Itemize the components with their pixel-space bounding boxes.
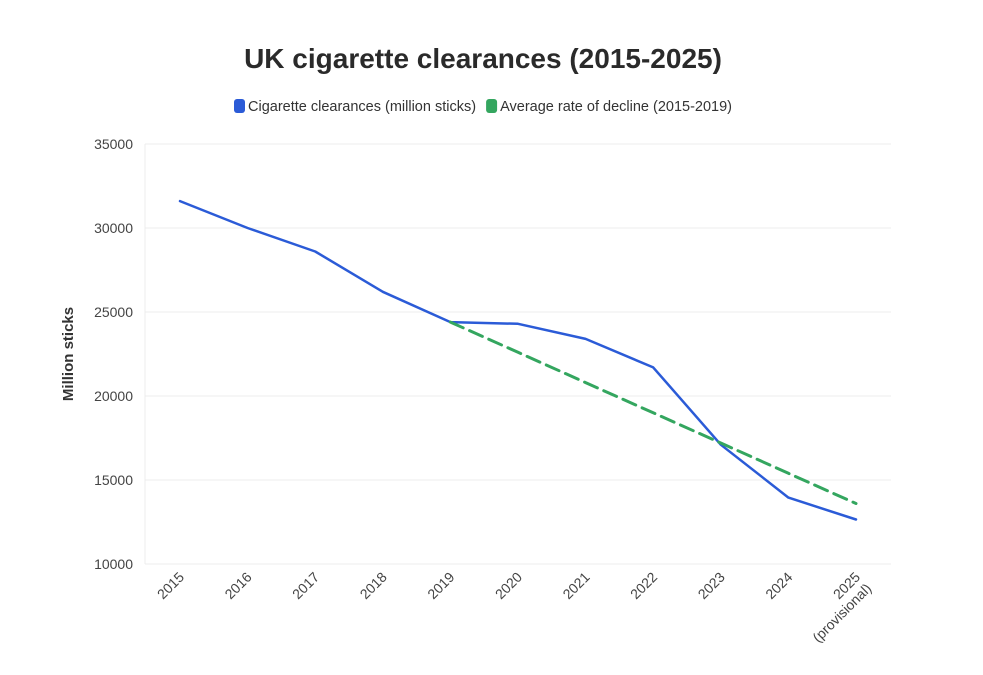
y-axis: 10000 15000 20000 25000 30000 35000 bbox=[94, 136, 133, 572]
legend-swatch bbox=[234, 99, 245, 113]
x-tick-group: 2020 bbox=[492, 569, 525, 602]
x-tick-group: 2018 bbox=[357, 569, 390, 602]
x-tick-label: 2018 bbox=[357, 569, 390, 602]
y-tick-label: 35000 bbox=[94, 136, 133, 152]
x-tick-label: 2020 bbox=[492, 569, 525, 602]
y-tick-label: 30000 bbox=[94, 220, 133, 236]
series-layer bbox=[178, 199, 858, 521]
legend-item-2: Average rate of decline (2015-2019) bbox=[486, 99, 732, 115]
legend-label: Average rate of decline (2015-2019) bbox=[500, 99, 732, 115]
y-tick-label: 20000 bbox=[94, 388, 133, 404]
x-tick-group: 2016 bbox=[221, 569, 254, 602]
chart-title: UK cigarette clearances (2015-2025) bbox=[244, 43, 722, 74]
x-axis: 2015 2016 2017 2018 2019 2020 2021 2022 2023 2024… bbox=[154, 569, 875, 646]
legend: Cigarette clearances (million sticks) Ave… bbox=[234, 99, 732, 115]
x-tick-label: 2016 bbox=[221, 569, 254, 602]
x-tick-label: 2015 bbox=[154, 569, 187, 602]
gridlines bbox=[144, 143, 891, 565]
legend-swatch bbox=[486, 99, 498, 113]
series-line-2 bbox=[448, 320, 858, 505]
x-tick-group: 2024 bbox=[762, 569, 795, 602]
x-tick-group: 2022 bbox=[627, 569, 660, 602]
legend-label: Cigarette clearances (million sticks) bbox=[248, 99, 476, 115]
y-axis-label: Million sticks bbox=[60, 307, 77, 401]
x-tick-label: 2021 bbox=[559, 569, 592, 602]
x-tick-label: 2024 bbox=[762, 569, 795, 602]
x-tick-label: 2023 bbox=[695, 569, 728, 602]
x-tick-group: 2025(provisional) bbox=[809, 569, 874, 646]
y-tick-label: 10000 bbox=[94, 556, 133, 572]
x-tick-group: 2015 bbox=[154, 569, 187, 602]
x-tick-group: 2023 bbox=[695, 569, 728, 602]
y-tick-label: 15000 bbox=[94, 472, 133, 488]
y-tick-label: 25000 bbox=[94, 304, 133, 320]
x-tick-group: 2019 bbox=[424, 569, 457, 602]
x-tick-label: 2019 bbox=[424, 569, 457, 602]
x-tick-group: 2021 bbox=[559, 569, 592, 602]
x-tick-label: 2022 bbox=[627, 569, 660, 602]
x-tick-label: 2017 bbox=[289, 569, 322, 602]
x-tick-group: 2017 bbox=[289, 569, 322, 602]
series-line-1 bbox=[178, 199, 858, 521]
legend-item-1: Cigarette clearances (million sticks) bbox=[234, 99, 476, 115]
